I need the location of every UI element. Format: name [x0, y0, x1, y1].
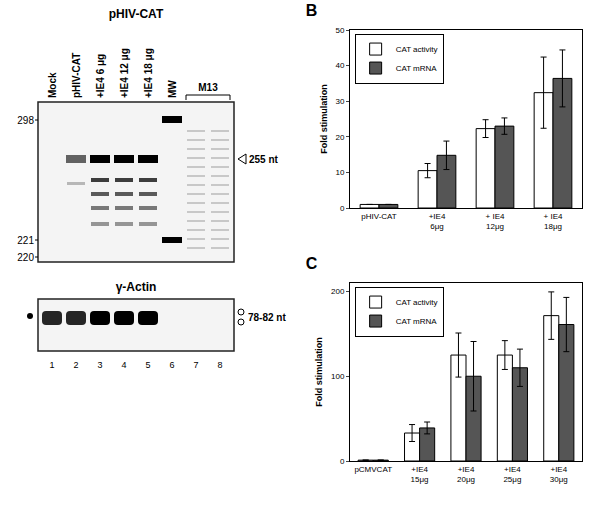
svg-text:5: 5 [145, 360, 150, 370]
svg-text:3: 3 [97, 360, 102, 370]
svg-text:pCMVCAT: pCMVCAT [354, 465, 392, 474]
svg-text:+IE4 12 μg: +IE4 12 μg [119, 48, 130, 98]
svg-text:B: B [306, 2, 318, 19]
svg-text:0: 0 [340, 457, 345, 466]
svg-text:M13: M13 [198, 82, 218, 93]
svg-text:Fold stimulation: Fold stimulation [319, 84, 329, 154]
svg-text:pHIV-CAT: pHIV-CAT [361, 212, 397, 221]
svg-text:4: 4 [121, 360, 126, 370]
svg-text:100: 100 [331, 372, 345, 381]
svg-text:220: 220 [17, 252, 34, 263]
svg-text:255 nt: 255 nt [249, 154, 279, 165]
svg-text:CAT activity: CAT activity [396, 45, 438, 54]
svg-text:+IE425μg: +IE425μg [503, 465, 521, 484]
svg-text:10: 10 [335, 168, 344, 177]
svg-text:200: 200 [331, 287, 345, 296]
svg-text:+IE46μg: +IE46μg [429, 212, 446, 231]
svg-text:CAT activity: CAT activity [396, 298, 438, 307]
svg-text:78-82 nt: 78-82 nt [248, 312, 286, 323]
svg-text:1: 1 [49, 360, 54, 370]
svg-text:50: 50 [335, 26, 344, 35]
svg-text:CAT mRNA: CAT mRNA [396, 317, 438, 326]
svg-text:30: 30 [335, 97, 344, 106]
svg-text:221: 221 [17, 235, 34, 246]
svg-text:20: 20 [335, 133, 344, 142]
svg-text:6: 6 [169, 360, 174, 370]
svg-text:7: 7 [193, 360, 198, 370]
svg-text:pHIV-CAT: pHIV-CAT [109, 7, 164, 21]
svg-text:+IE430μg: +IE430μg [550, 465, 568, 484]
svg-text:pHIV-CAT: pHIV-CAT [71, 53, 82, 98]
svg-text:40: 40 [335, 61, 344, 70]
svg-text:+ IE418μg: + IE418μg [544, 212, 563, 231]
svg-text:298: 298 [17, 115, 34, 126]
svg-text:Fold stimulation: Fold stimulation [314, 337, 324, 407]
svg-text:+ IE412μg: + IE412μg [486, 212, 505, 231]
svg-text:+IE4 18 μg: +IE4 18 μg [143, 48, 154, 98]
svg-text:+IE4 6 μg: +IE4 6 μg [95, 54, 106, 98]
svg-text:8: 8 [217, 360, 222, 370]
svg-text:CAT mRNA: CAT mRNA [396, 64, 438, 73]
svg-text:+IE415μg: +IE415μg [411, 465, 429, 484]
svg-text:C: C [306, 255, 318, 272]
svg-text:0: 0 [340, 204, 345, 213]
svg-text:Mock: Mock [47, 72, 58, 98]
svg-text:2: 2 [73, 360, 78, 370]
svg-text:MW: MW [167, 80, 178, 98]
svg-text:γ-Actin: γ-Actin [116, 280, 157, 294]
svg-text:+IE420μg: +IE420μg [457, 465, 475, 484]
